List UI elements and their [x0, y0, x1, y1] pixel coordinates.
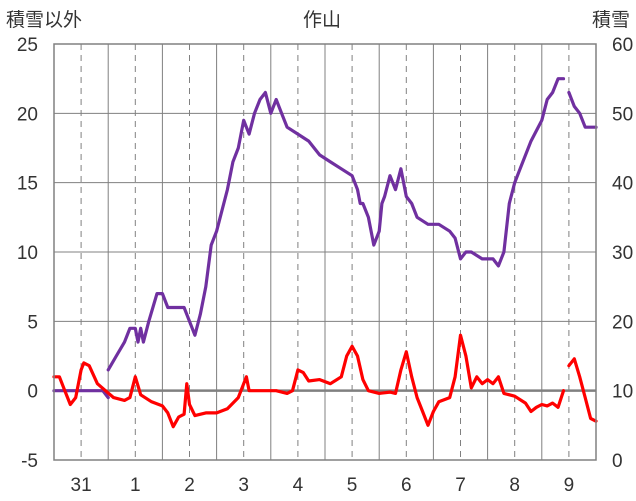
left-tick-label: 25: [17, 35, 38, 56]
left-axis-label: 積雪以外: [6, 9, 82, 31]
axes: -5 0 5 10 15 20 25 0 10 20 30 40 50 60 31 1 2 3 4 5 6 7 8 9: [17, 35, 633, 496]
series-right-line: [106, 77, 566, 372]
x-tick-label: 3: [238, 475, 249, 496]
x-tick-label: 31: [71, 475, 92, 496]
right-axis-label: 積雪: [592, 9, 630, 31]
right-tick-label: 0: [612, 451, 623, 472]
series-left-line: [567, 357, 598, 423]
x-tick-label: 5: [347, 475, 358, 496]
chart-title: 作山: [303, 9, 341, 31]
series-right-line: [52, 389, 110, 400]
x-tick-label: 9: [564, 475, 575, 496]
series-layer: [52, 77, 598, 429]
plot-frame: [53, 43, 597, 461]
left-tick-label: 20: [17, 104, 38, 125]
left-tick-label: 5: [27, 312, 38, 333]
x-tick-label: 1: [130, 475, 141, 496]
right-tick-label: 50: [612, 104, 633, 125]
left-tick-label: 15: [17, 174, 38, 195]
right-tick-label: 30: [612, 243, 633, 264]
right-tick-label: 20: [612, 312, 633, 333]
x-tick-label: 4: [293, 475, 304, 496]
left-tick-label: 0: [27, 382, 38, 403]
series-left-line: [52, 333, 566, 429]
right-tick-label: 10: [612, 382, 633, 403]
x-tick-label: 8: [509, 475, 520, 496]
x-tick-label: 7: [455, 475, 466, 496]
left-tick-label: -5: [21, 451, 38, 472]
series-right-line: [567, 90, 598, 129]
right-tick-label: 40: [612, 174, 633, 195]
left-tick-label: 10: [17, 243, 38, 264]
x-tick-label: 6: [401, 475, 412, 496]
x-tick-label: 2: [184, 475, 195, 496]
right-tick-label: 60: [612, 35, 633, 56]
